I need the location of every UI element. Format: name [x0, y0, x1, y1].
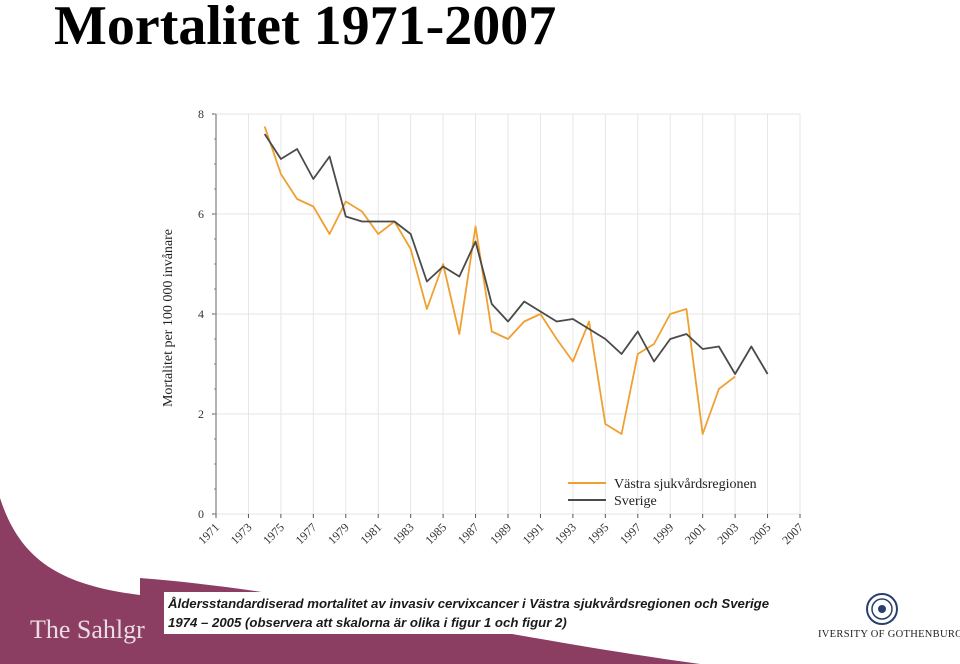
x-tick-label: 1999: [649, 520, 676, 547]
university-name: IVERSITY OF GOTHENBURG: [818, 629, 960, 640]
y-axis-label: Mortalitet per 100 000 invånare: [161, 229, 176, 407]
x-tick-label: 2003: [714, 520, 741, 547]
x-tick-label: 2007: [779, 520, 806, 547]
hospital-logo-text: The Sahlgr: [30, 615, 145, 644]
x-tick-label: 2001: [682, 520, 709, 547]
x-tick-label: 1993: [552, 520, 579, 547]
y-tick-label: 6: [198, 207, 204, 221]
x-tick-label: 1971: [195, 520, 222, 547]
y-tick-label: 8: [198, 107, 204, 121]
x-tick-label: 1997: [617, 520, 644, 547]
university-seal-icon: [866, 593, 898, 625]
x-tick-label: 1987: [455, 520, 482, 547]
legend-label: Sverige: [614, 494, 657, 509]
caption-line-2: 1974 – 2005 (observera att skalorna är o…: [168, 615, 567, 630]
series-line-sverige: [263, 133, 769, 375]
x-tick-label: 1991: [520, 520, 547, 547]
x-tick-label: 1981: [357, 520, 384, 547]
legend-label: Västra sjukvårdsregionen: [614, 477, 757, 492]
x-tick-label: 1975: [260, 520, 287, 547]
x-tick-label: 1989: [487, 520, 514, 547]
x-tick-label: 1985: [422, 520, 449, 547]
y-tick-label: 2: [198, 407, 204, 421]
series-line-vastra: [263, 126, 736, 435]
x-tick-label: 1977: [293, 520, 320, 547]
y-tick-label: 0: [198, 507, 204, 521]
y-tick-label: 4: [198, 307, 204, 321]
page-title: Mortalitet 1971-2007: [54, 0, 557, 57]
x-tick-label: 1973: [228, 520, 255, 547]
x-tick-label: 1979: [325, 520, 352, 547]
x-tick-label: 2005: [747, 520, 774, 547]
x-tick-label: 1995: [585, 520, 612, 547]
figure-caption: Åldersstandardiserad mortalitet av invas…: [164, 592, 832, 634]
caption-line-1: Åldersstandardiserad mortalitet av invas…: [168, 596, 770, 611]
x-tick-label: 1983: [390, 520, 417, 547]
